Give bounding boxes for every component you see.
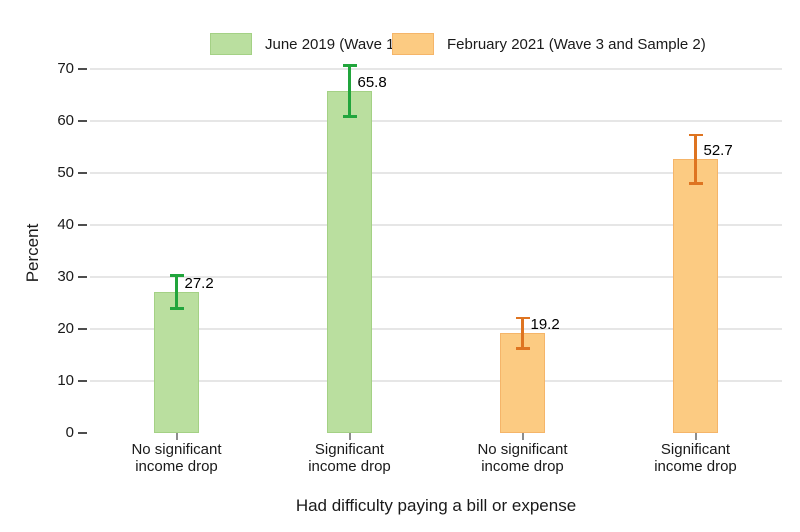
x-category-label-line: Significant (314, 441, 385, 458)
y-tick-20 (78, 328, 87, 330)
x-axis-title: Had difficulty paying a bill or expense (295, 496, 577, 515)
gridline-20 (90, 328, 782, 330)
bar-65.8 (327, 90, 372, 433)
x-category-label-2: Significant income drop (275, 441, 425, 475)
x-category-label-4: Significant income drop (621, 441, 771, 475)
gridline-10 (90, 380, 782, 382)
x-tick-4 (694, 433, 697, 440)
error-bar-cap-top-52.7 (688, 133, 703, 137)
bar-27.2 (154, 291, 199, 433)
y-tick-30 (78, 276, 87, 278)
legend-item-february-2021: February 2021 (Wave 3 and Sample 2) (392, 33, 706, 55)
y-tick-label-10: 10 (57, 372, 74, 389)
x-tick-3 (521, 433, 524, 440)
y-tick-50 (78, 172, 87, 174)
y-axis-title: Percent (23, 223, 42, 283)
x-category-label-line: income drop (135, 458, 218, 475)
error-bar-cap-bottom-19.2 (515, 347, 530, 350)
bar-value-label-65.8: 65.8 (357, 73, 387, 91)
y-tick-60 (78, 120, 87, 122)
bar-value-label-27.2: 27.2 (184, 274, 214, 292)
gridline-40 (90, 224, 782, 226)
y-tick-0 (78, 432, 87, 434)
error-bar-line-27.2 (175, 275, 178, 309)
error-bar-cap-top-65.8 (342, 64, 357, 67)
x-category-label-line: income drop (308, 458, 391, 475)
error-bar-line-65.8 (348, 65, 351, 117)
legend-label-february-2021: February 2021 (Wave 3 and Sample 2) (447, 35, 706, 53)
y-tick-label-60: 60 (57, 112, 74, 129)
x-category-label-line: No significant (477, 441, 568, 458)
y-tick-label-20: 20 (57, 320, 74, 337)
legend-swatch-orange (392, 33, 434, 55)
error-bar-cap-bottom-65.8 (342, 115, 357, 118)
error-bar-line-19.2 (521, 317, 524, 349)
legend-item-june-2019: June 2019 (Wave 1) (210, 33, 400, 55)
bar-52.7 (673, 158, 718, 433)
bar-value-label-52.7: 52.7 (703, 141, 733, 159)
error-bar-line-52.7 (694, 134, 697, 184)
error-bar-cap-top-19.2 (515, 316, 530, 320)
x-category-label-1: No significant income drop (102, 441, 252, 475)
y-tick-label-40: 40 (57, 216, 74, 233)
error-bar-cap-top-27.2 (169, 274, 184, 277)
error-bar-cap-bottom-27.2 (169, 307, 184, 310)
y-tick-label-50: 50 (57, 164, 74, 181)
y-tick-label-70: 70 (57, 60, 74, 77)
x-category-label-line: No significant (131, 441, 222, 458)
y-tick-70 (78, 68, 87, 70)
x-category-label-line: Significant (660, 441, 731, 458)
y-tick-label-0: 0 (65, 424, 74, 441)
legend-label-june-2019: June 2019 (Wave 1) (265, 35, 400, 53)
legend-swatch-green (210, 33, 252, 55)
bar-19.2 (500, 333, 545, 433)
y-tick-10 (78, 380, 87, 382)
x-tick-2 (348, 433, 351, 440)
x-tick-1 (175, 433, 178, 440)
x-category-label-line: income drop (481, 458, 564, 475)
y-tick-40 (78, 224, 87, 226)
gridline-60 (90, 120, 782, 122)
x-category-label-line: income drop (654, 458, 737, 475)
gridline-50 (90, 172, 782, 174)
bar-value-label-19.2: 19.2 (530, 316, 560, 334)
gridline-30 (90, 276, 782, 278)
error-bar-cap-bottom-52.7 (688, 182, 703, 185)
gridline-70 (90, 68, 782, 70)
y-tick-label-30: 30 (57, 268, 74, 285)
x-category-label-3: No significant income drop (448, 441, 598, 475)
